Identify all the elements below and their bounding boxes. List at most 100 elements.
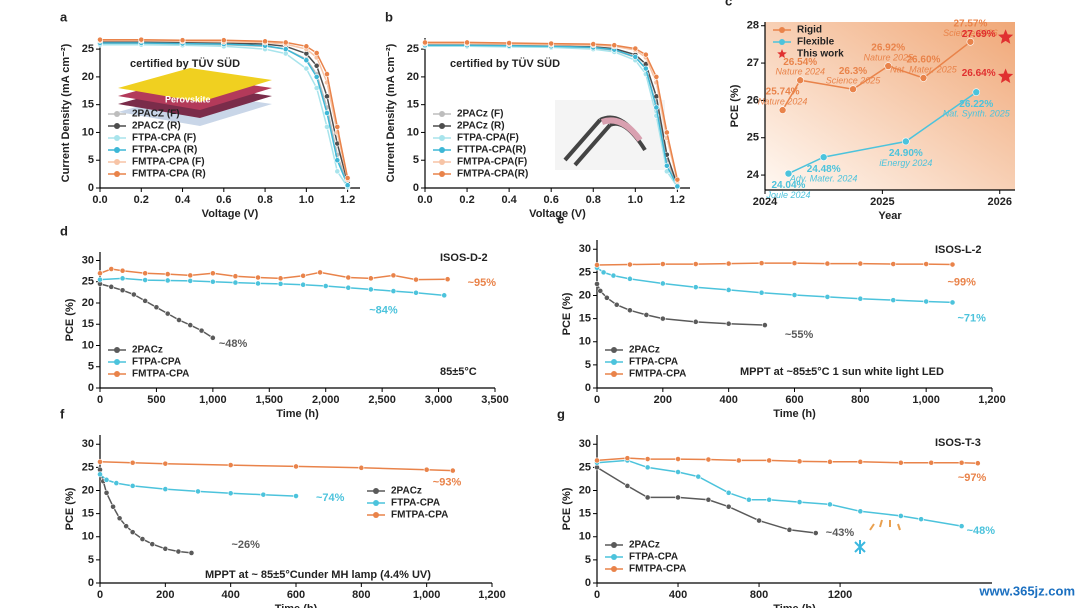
x-axis-label: Voltage (V) [529, 208, 586, 220]
data-point [725, 287, 732, 293]
x-tick-label: 0.8 [257, 194, 272, 206]
data-point [97, 458, 103, 465]
x-tick-label: 600 [287, 589, 305, 601]
data-point [949, 299, 956, 306]
data-point [974, 460, 981, 467]
data-point [390, 288, 397, 294]
data-point [611, 42, 618, 49]
data-point [422, 39, 428, 46]
data-point [674, 183, 681, 190]
data-point [367, 275, 374, 282]
data-point [138, 36, 145, 43]
panel-c-background [765, 22, 1015, 190]
data-point [548, 40, 555, 47]
x-tick-label: 0.2 [459, 194, 474, 206]
data-point [705, 456, 712, 463]
legend-marker [114, 123, 120, 129]
data-point [791, 292, 798, 298]
data-point [758, 260, 765, 267]
data-point [277, 275, 284, 282]
data-point [313, 50, 320, 56]
source-label: Nat. Mater. 2025 [890, 64, 958, 74]
data-point [344, 175, 351, 181]
data-point [209, 334, 216, 341]
end-label: ~93% [433, 477, 462, 489]
series-line [99, 277, 445, 297]
legend-marker [114, 347, 120, 353]
perovskite-inset [118, 68, 272, 126]
x-tick-label: 2025 [870, 196, 894, 208]
value-label: 25.74% [766, 87, 800, 98]
x-tick-label: 800 [750, 589, 768, 601]
x-tick-label: 1.2 [670, 194, 685, 206]
y-tick-label: 10 [407, 126, 419, 138]
data-point [610, 272, 617, 279]
x-tick-label: 2026 [987, 196, 1011, 208]
data-point [613, 301, 620, 308]
data-point [334, 168, 341, 175]
source-label: Adv. Mater. 2024 [789, 174, 858, 184]
x-tick-label: 1,500 [256, 394, 284, 406]
y-tick-label: 20 [82, 297, 94, 309]
data-point [590, 41, 597, 48]
legend-marker [611, 554, 617, 560]
legend-label: Flexible [797, 37, 835, 48]
x-tick-label: 1,200 [978, 394, 1006, 406]
data-point [162, 486, 169, 493]
data-point [966, 37, 975, 46]
annotation: certified by TÜV SÜD [450, 57, 560, 70]
y-tick-label: 20 [82, 484, 94, 496]
legend-label: 2PACz [132, 345, 163, 356]
y-tick-label: 25 [82, 461, 94, 473]
legend-label: FTPA-CPA [132, 357, 181, 368]
y-tick-label: 15 [82, 99, 94, 111]
legend-marker [114, 159, 120, 165]
data-point [129, 482, 136, 489]
x-tick-label: 0.4 [501, 194, 517, 206]
data-point [627, 261, 633, 268]
data-point [695, 473, 702, 480]
data-point [187, 322, 194, 328]
legend-marker [611, 371, 617, 377]
legend-marker [114, 147, 120, 153]
y-tick-label: 15 [82, 508, 94, 520]
data-point [313, 73, 320, 80]
data-point [758, 289, 765, 296]
source-label: Nature 2024 [758, 96, 808, 106]
x-tick-label: 2,000 [312, 394, 340, 406]
x-axis-label: Time (h) [275, 603, 318, 608]
legend-label: FTPA-CPA (R) [132, 145, 197, 156]
y-tick-label: 25 [82, 276, 94, 288]
data-point [97, 270, 103, 277]
data-point [819, 153, 828, 161]
data-point [232, 279, 239, 286]
data-point [849, 85, 857, 93]
x-axis-label: Time (h) [773, 603, 816, 608]
y-tick-label: 15 [579, 313, 591, 325]
data-point [345, 274, 352, 281]
data-point [110, 503, 116, 510]
data-point [594, 281, 600, 287]
x-tick-label: 0.8 [586, 194, 601, 206]
data-point [103, 476, 110, 483]
data-point [675, 456, 681, 462]
x-tick-label: 1,000 [199, 394, 227, 406]
data-point [675, 469, 681, 475]
x-tick-label: 500 [147, 394, 165, 406]
data-point [632, 53, 639, 60]
data-point [187, 272, 194, 279]
watermark: www.365jz.com [978, 583, 1075, 598]
data-point [663, 129, 670, 136]
panel-letter: a [60, 9, 68, 24]
x-tick-label: 0.4 [175, 194, 191, 206]
annotation: MPPT at ~ 85±5°Cunder MH lamp (4.4% UV) [205, 569, 431, 581]
y-tick-label: 20 [407, 71, 419, 83]
data-point [162, 460, 169, 467]
data-point [923, 261, 930, 267]
data-point [198, 327, 205, 334]
source-label: iEnergy 2024 [879, 158, 932, 168]
x-tick-label: 0.2 [134, 194, 149, 206]
data-point [659, 315, 666, 322]
data-point [824, 260, 831, 267]
end-label: ~74% [316, 492, 345, 504]
